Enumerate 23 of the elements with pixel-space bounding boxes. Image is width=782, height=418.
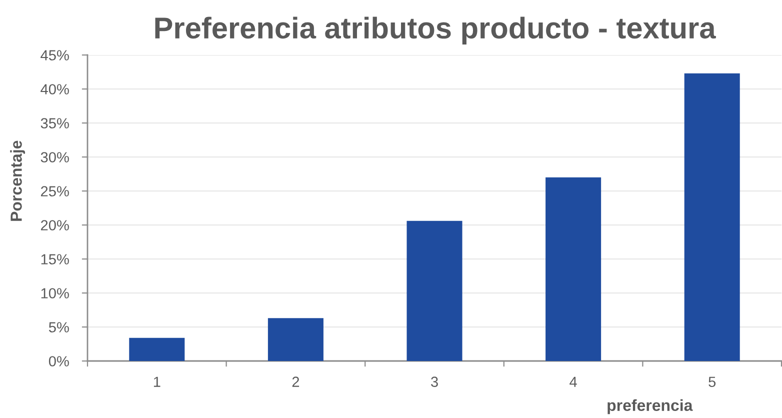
x-tick-label: 2 [292, 376, 300, 387]
y-tick-label: 40% [40, 84, 69, 94]
y-tick-label: 45% [40, 50, 69, 60]
y-tick-label: 25% [40, 186, 69, 196]
y-axis-title: Porcentaje [10, 140, 26, 221]
y-tick-label: 30% [40, 152, 69, 162]
x-tick-label: 3 [431, 376, 438, 387]
bar [546, 177, 602, 361]
y-tick-label: 35% [40, 118, 69, 128]
y-tick-label: 15% [41, 254, 69, 264]
y-tick-label: 10% [41, 288, 69, 298]
x-tick-label: 5 [708, 376, 716, 387]
x-tick-label: 1 [154, 376, 160, 387]
y-tick-label: 5% [48, 322, 69, 332]
x-tick-label: 4 [570, 376, 577, 387]
y-tick-label: 20% [40, 220, 69, 230]
bar [268, 318, 324, 361]
bar [406, 220, 462, 361]
bar [684, 73, 740, 361]
y-tick-label: 0% [48, 356, 69, 366]
bar [129, 338, 185, 361]
x-axis-title: preferencia [608, 399, 693, 414]
chart-title: Preferencia atributos producto - textura [155, 16, 716, 45]
